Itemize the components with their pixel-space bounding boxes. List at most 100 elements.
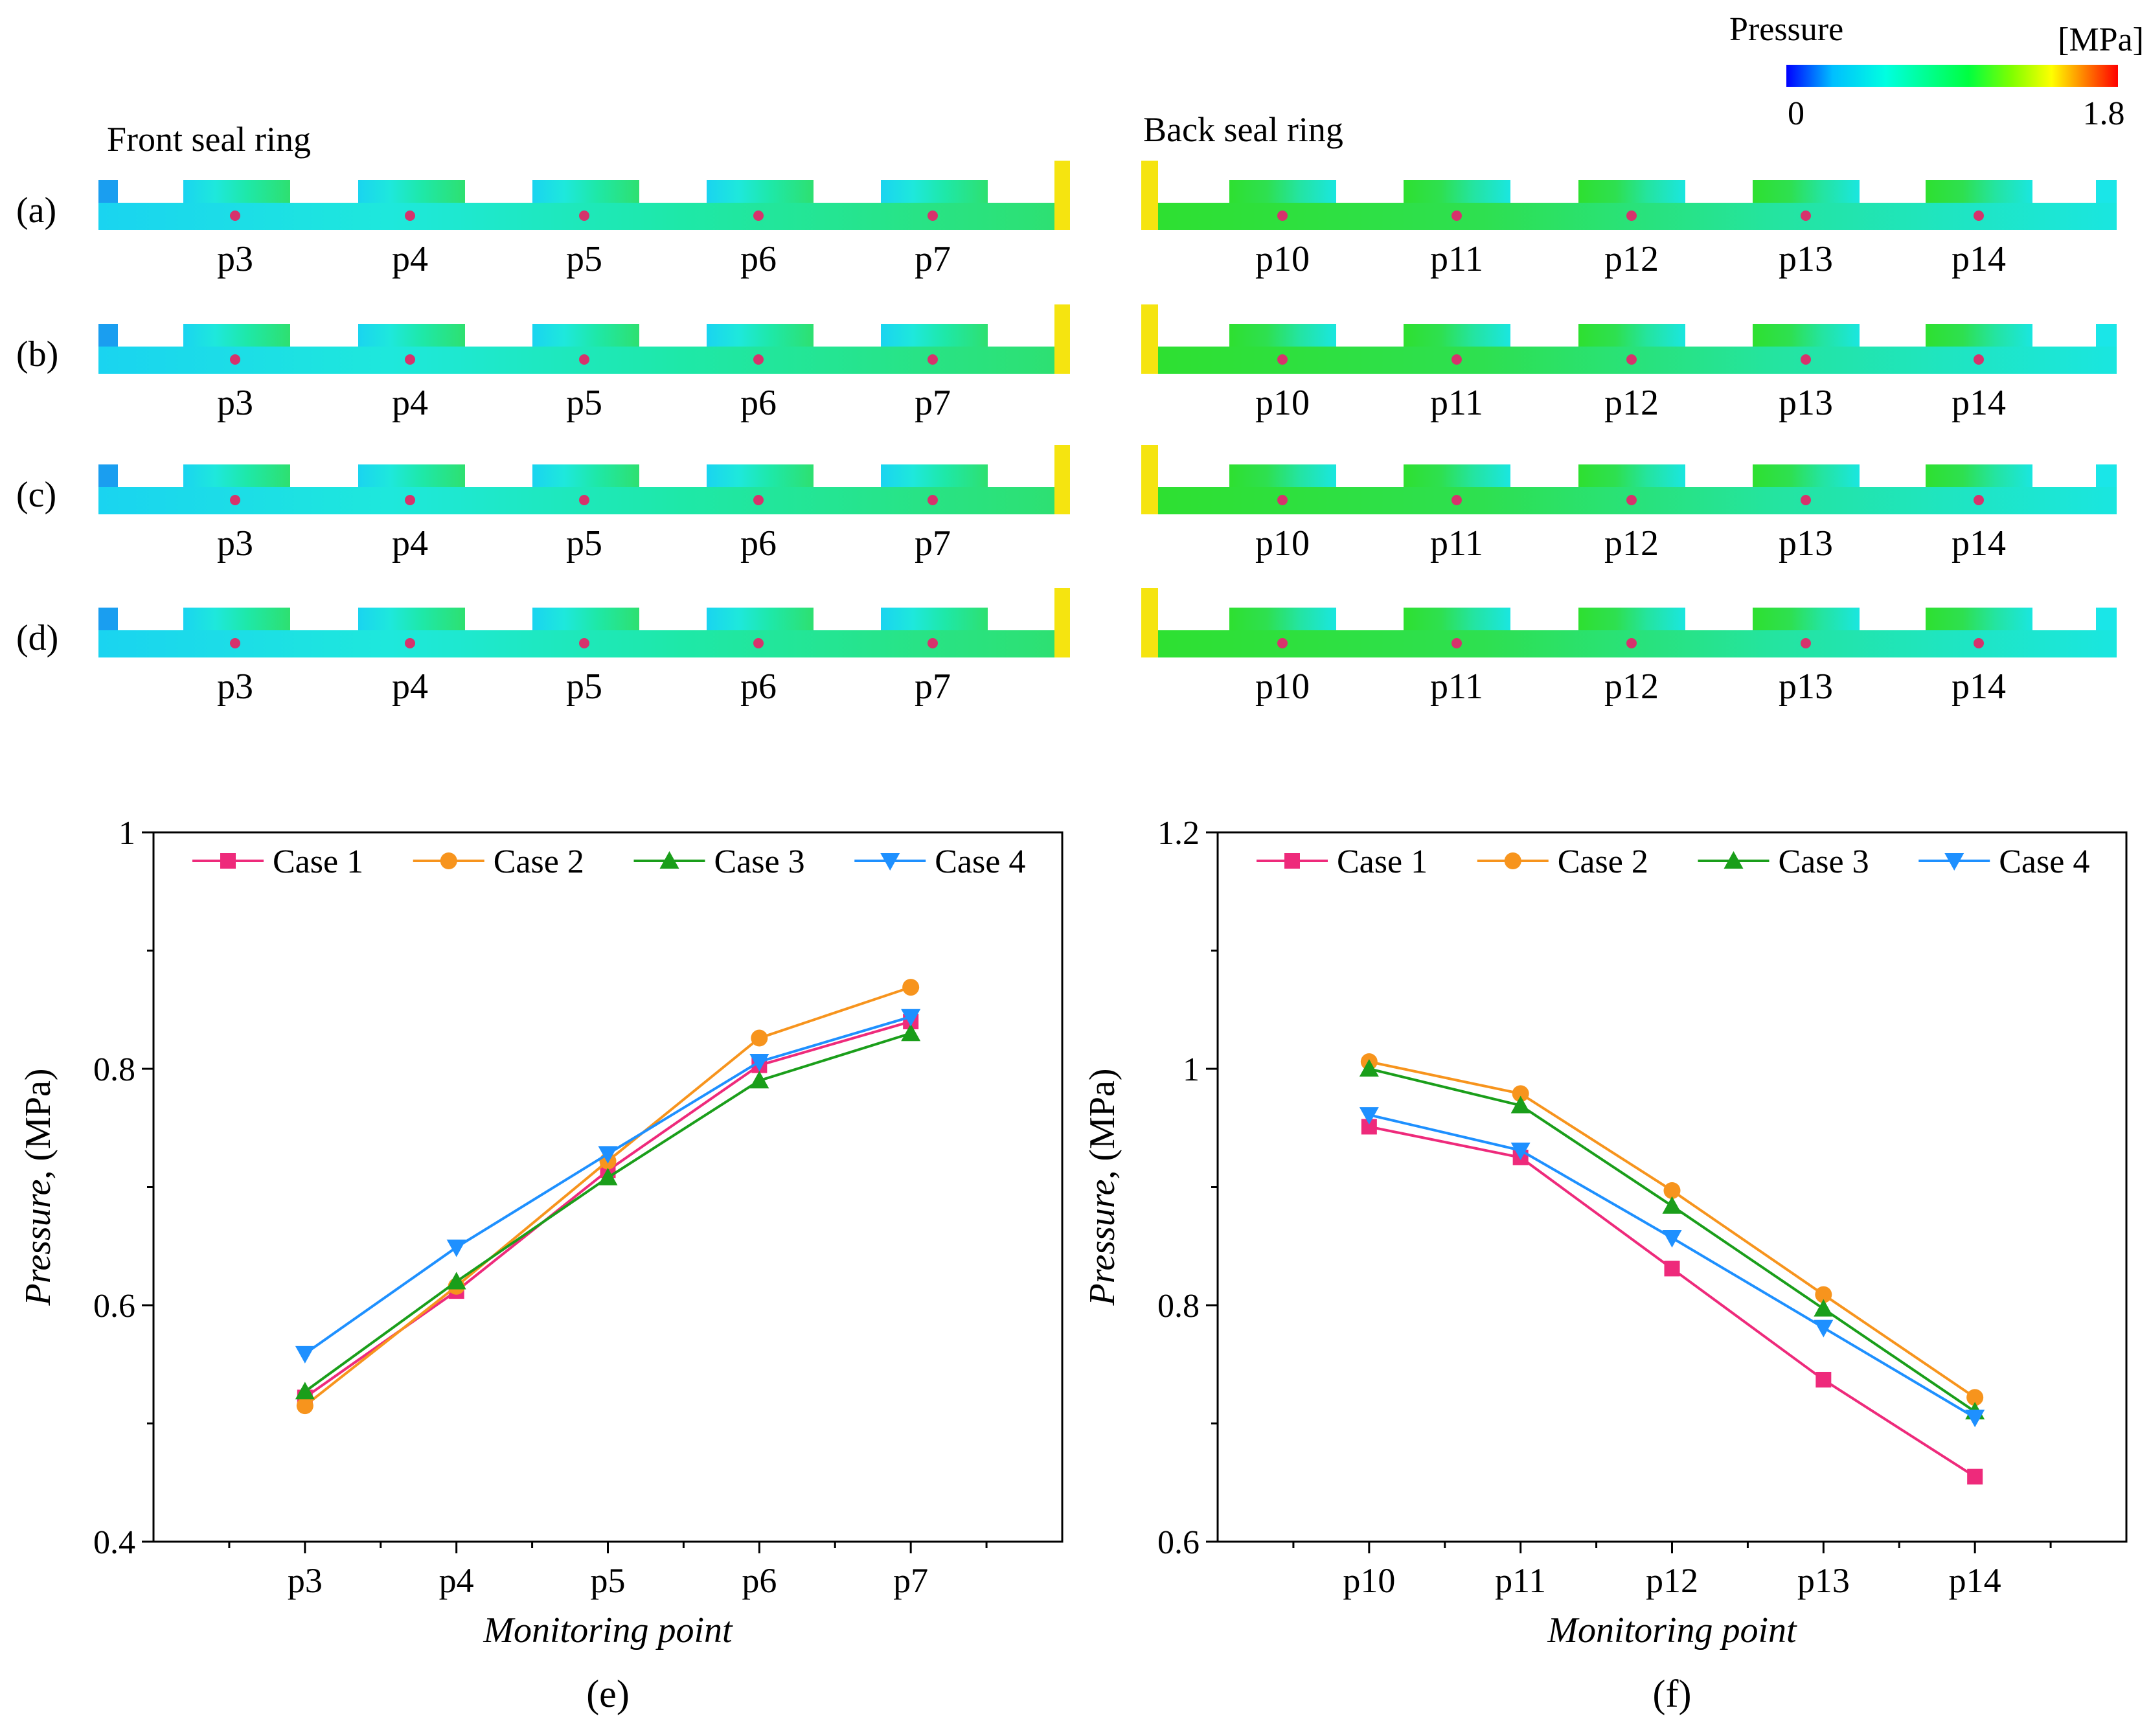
monitor-point-label: p7 [915,523,951,564]
monitor-point-label: p6 [740,239,777,279]
x-tick-label: p3 [288,1561,323,1600]
data-point-triangle-up [446,1272,466,1290]
y-tick-label: 0.8 [93,1051,135,1088]
monitor-point-marker [1451,211,1462,221]
x-tick-label: p5 [591,1561,626,1600]
monitor-point-marker [1277,354,1288,365]
colorbar-min-label: 0 [1788,95,1804,132]
monitor-point-label: p6 [740,383,777,423]
monitor-point-label: p12 [1604,239,1659,279]
front-cavity [358,324,465,347]
monitor-point-marker [405,638,415,648]
back-cavity [1404,464,1510,487]
legend-label: Case 1 [273,843,363,880]
x-tick-label: p10 [1343,1561,1395,1600]
monitor-point-marker [1974,211,1984,221]
y-axis-label: Pressure, (MPa) [1082,1068,1122,1306]
back-cavity [1404,608,1510,630]
monitor-point-label: p12 [1604,667,1659,707]
legend-label: Case 4 [1999,843,2089,880]
chart-e: 0.4 0.6 0.8 1 p3 p4 p5 p6 p7 Monitoring point Pres… [18,815,1064,1715]
monitor-point-label: p14 [1952,383,2006,423]
monitor-point-label: p3 [217,667,253,707]
monitor-point-marker [1626,495,1637,505]
data-point-square [1664,1261,1680,1277]
monitor-point-marker [1451,495,1462,505]
back-cavity [1229,464,1336,487]
monitor-point-marker [1974,495,1984,505]
series-line [1369,1125,1976,1478]
data-point-triangle-down [1965,1410,1985,1428]
back-cavity [1926,180,2032,203]
back-cavity [1926,324,2032,347]
series-case-1 [1361,1119,1983,1485]
front-cavity [707,464,814,487]
monitor-point-label: p4 [392,239,428,279]
monitor-point-label: p13 [1779,383,1833,423]
monitor-point-marker [405,354,415,365]
front-cavity [532,324,639,347]
x-tick-label: p11 [1495,1561,1546,1600]
front-cavity [183,324,290,347]
data-point-circle [1512,1085,1529,1102]
legend-label: Case 1 [1337,843,1428,880]
y-tick-label: 1 [1183,1051,1200,1088]
monitor-point-marker [1801,638,1811,648]
front-cavity [358,464,465,487]
series-case-4 [295,1009,921,1364]
monitor-point-label: p13 [1779,667,1833,707]
monitor-point-marker [1626,354,1637,365]
front-outlet-slot [1054,588,1070,657]
monitor-point-label: p7 [915,667,951,707]
x-tick-label: p7 [893,1561,928,1600]
monitor-point-label: p10 [1255,667,1310,707]
series-case-2 [1360,1053,1984,1406]
monitor-point-marker [230,495,240,505]
monitor-point-marker [1974,638,1984,648]
y-tick-label: 1 [119,815,135,852]
back-inlet-slot [1141,445,1158,514]
monitor-point-label: p13 [1779,523,1833,564]
panel-label: (f) [1653,1673,1692,1715]
colorbar-title: Pressure [1729,11,1843,48]
monitor-point-label: p14 [1952,523,2006,564]
monitor-point-label: p11 [1430,383,1483,423]
monitor-point-marker [753,354,764,365]
data-point-triangle-up [749,1071,769,1089]
back-cavity [1404,180,1510,203]
back-inlet-slot [1141,588,1158,657]
back-outlet-slot [2096,464,2117,487]
contour-rows: (a) p3 p4 p5 p6 p7 p10 p11 p12 p13 p14 (b) p3 p4 p5 p6 p… [16,161,2117,707]
monitor-point-label: p5 [566,383,602,423]
data-point-triangle-up [901,1023,921,1042]
monitor-point-label: p7 [915,239,951,279]
front-inlet-slot [98,180,118,203]
series-case-4 [1359,1107,1985,1428]
y-tick-label: 0.4 [93,1524,135,1561]
back-cavity [1578,324,1685,347]
monitor-point-label: p6 [740,523,777,564]
x-tick-label: p4 [439,1561,474,1600]
front-cavity [532,608,639,630]
legend-label: Case 2 [494,843,584,880]
front-cavity [707,608,814,630]
monitor-point-marker [230,638,240,648]
colorbar-unit: [MPa] [2058,21,2144,58]
data-point-triangle-down [1662,1229,1682,1248]
row-label: (b) [16,334,58,374]
back-seal-title: Back seal ring [1143,110,1343,149]
data-point-triangle-down [295,1345,315,1364]
monitor-point-marker [579,495,589,505]
contour-row: (a) p3 p4 p5 p6 p7 p10 p11 p12 p13 p14 [16,161,2117,279]
front-outlet-slot [1054,445,1070,514]
row-label: (a) [16,190,56,231]
monitor-point-marker [1451,638,1462,648]
back-cavity [1229,608,1336,630]
legend: Case 1 Case 2 Case 3 Case 4 [1257,843,2089,880]
monitor-point-label: p6 [740,667,777,707]
series-case-2 [296,979,920,1415]
front-outlet-slot [1054,161,1070,230]
data-point-triangle-down [901,1009,921,1027]
monitor-point-label: p11 [1430,239,1483,279]
